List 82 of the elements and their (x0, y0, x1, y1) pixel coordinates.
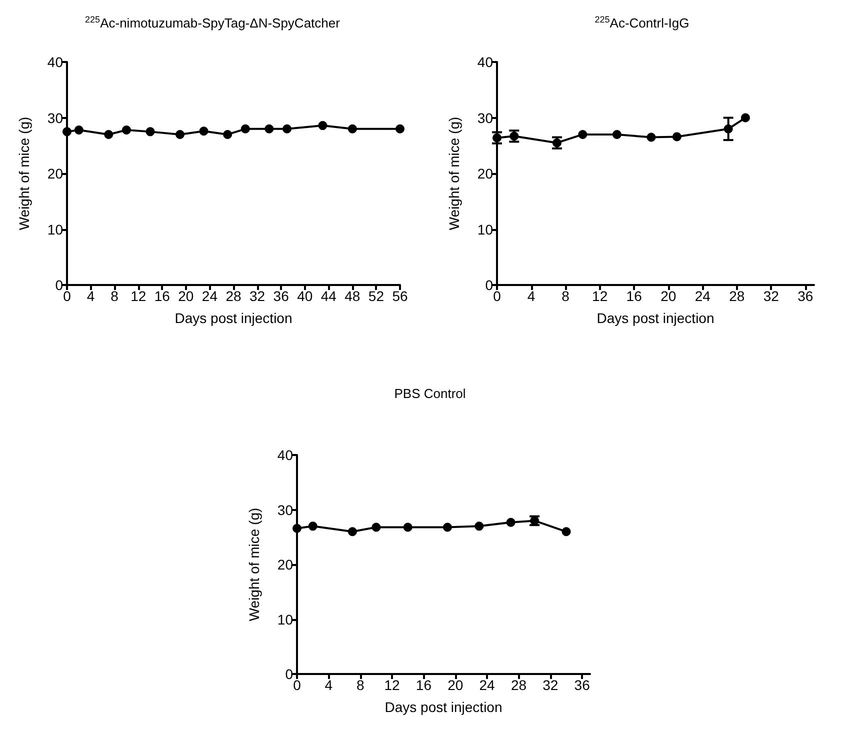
point (74, 126, 84, 135)
x-tick-label: 44 (320, 288, 337, 304)
y-tick-label: 0 (285, 666, 294, 682)
point (646, 132, 656, 142)
point (442, 522, 452, 532)
point (62, 127, 72, 136)
point (308, 522, 318, 531)
point (372, 522, 381, 532)
x-tick-label: 40 (297, 288, 313, 304)
x-tick-label: 56 (392, 288, 408, 304)
point (578, 130, 588, 139)
point (672, 132, 682, 142)
x-axis-title: Days post injection (174, 310, 292, 326)
x-tick-label: 8 (110, 288, 119, 304)
y-tick-label: 20 (277, 556, 294, 572)
y-tick-label: 20 (477, 166, 494, 182)
x-tick-label: 20 (448, 677, 464, 693)
point (240, 124, 250, 134)
y-tick-label: 20 (47, 166, 64, 182)
x-tick-label: 32 (763, 288, 780, 304)
x-tick-label: 20 (178, 288, 194, 304)
y-tick-label: 40 (277, 447, 294, 463)
point (282, 124, 292, 134)
point (223, 130, 232, 139)
y-tick-label: 10 (47, 221, 64, 238)
point (403, 522, 412, 532)
y-tick-label: 30 (277, 502, 294, 518)
point (199, 126, 208, 136)
x-tick-label: 12 (592, 288, 608, 304)
y-tick-label: 0 (485, 277, 494, 293)
point (292, 524, 302, 533)
y-tick-label: 40 (477, 54, 494, 70)
point (146, 127, 155, 136)
point (740, 113, 750, 122)
point (396, 124, 404, 134)
x-tick-label: 24 (479, 677, 496, 693)
point (506, 518, 516, 527)
point (264, 124, 274, 134)
x-tick-label: 28 (510, 677, 527, 693)
x-tick-label: 4 (86, 288, 95, 304)
y-tick-label: 10 (277, 611, 294, 628)
y-tick-label: 30 (47, 110, 64, 126)
point (104, 130, 114, 139)
point (122, 126, 131, 135)
point (562, 527, 571, 536)
chart-title: PBS Control (394, 386, 466, 401)
x-tick-label: 24 (694, 288, 711, 304)
x-tick-label: 32 (542, 677, 558, 693)
x-tick-label: 8 (356, 677, 364, 693)
x-tick-label: 36 (798, 288, 814, 304)
x-tick-label: 16 (154, 288, 170, 304)
x-tick-label: 36 (574, 677, 590, 693)
y-tick-label: 10 (477, 221, 494, 238)
x-tick-label: 12 (130, 288, 146, 304)
x-tick-label: 52 (368, 288, 384, 304)
y-tick-label: 30 (477, 110, 494, 126)
x-tick-label: 28 (226, 288, 242, 304)
point (474, 522, 484, 531)
x-tick-label: 48 (344, 288, 360, 304)
x-tick-label: 16 (416, 677, 432, 693)
x-tick-label: 28 (729, 288, 745, 304)
x-tick-label: 16 (626, 288, 642, 304)
y-axis-title: Weight of mice (g) (246, 508, 262, 622)
point (348, 527, 357, 536)
x-tick-label: 8 (562, 288, 570, 304)
x-tick-label: 20 (660, 288, 676, 304)
x-tick-label: 4 (527, 288, 536, 304)
x-tick-label: 24 (202, 288, 218, 304)
x-axis-title: Days post injection (596, 310, 714, 326)
point (348, 124, 357, 134)
point (612, 130, 622, 139)
x-tick-label: 36 (273, 288, 290, 304)
x-tick-label: 4 (324, 677, 333, 693)
point (175, 130, 184, 139)
y-tick-label: 40 (47, 54, 64, 70)
x-tick-label: 32 (249, 288, 266, 304)
y-axis-title: Weight of mice (g) (446, 116, 462, 230)
y-tick-label: 0 (55, 277, 64, 293)
y-axis-title: Weight of mice (g) (16, 116, 32, 230)
x-tick-label: 12 (384, 677, 400, 693)
x-axis-title: Days post injection (384, 699, 502, 715)
point (318, 121, 328, 130)
